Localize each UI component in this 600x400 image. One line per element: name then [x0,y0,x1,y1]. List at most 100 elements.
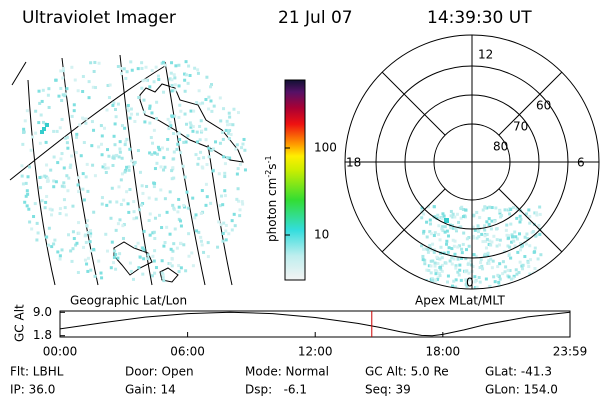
speckle [150,68,154,72]
speckle [528,244,532,248]
speckle [490,266,494,270]
speckle [519,282,523,286]
speckle [150,111,154,115]
speckle [52,155,56,159]
speckle [183,89,187,93]
speckle [437,232,441,236]
speckle [479,258,483,262]
speckle [235,197,239,201]
speckle [487,222,491,226]
speckle [179,224,183,228]
speckle [515,207,519,211]
speckle [199,150,203,154]
speckle [467,244,471,248]
speckle [528,272,532,276]
speckle [152,185,156,189]
speckle [67,233,71,237]
speckle [151,141,155,145]
speckle [126,106,130,110]
speckle [224,229,228,233]
speckle [149,136,153,140]
speckle [498,262,502,266]
speckle [195,130,199,134]
speckle [124,140,128,144]
speckle [58,126,62,130]
speckle [230,219,234,223]
speckle [537,224,541,228]
speckle [525,232,529,236]
speckle [90,120,94,124]
speckle [132,210,136,214]
speckle [138,170,142,174]
speckle [231,123,235,127]
speckle [127,165,131,169]
speckle [168,190,172,194]
speckle [91,85,95,89]
speckle [157,213,161,217]
speckle [432,250,436,254]
speckle [460,247,464,251]
speckle [491,259,495,263]
speckle [150,152,154,156]
speckle [169,247,173,251]
speckle [240,200,244,204]
speckle [38,101,42,105]
speckle [82,198,86,202]
speckle [153,151,157,155]
title: Ultraviolet Imager [22,8,176,28]
speckle [438,238,442,242]
info-field: IP: 36.0 [10,383,55,397]
speckle [110,240,114,244]
speckle [142,110,146,114]
speckle [72,103,76,107]
speckle [116,256,120,260]
speckle [129,60,133,64]
speckle [442,214,446,218]
speckle [170,169,174,173]
speckle [232,212,236,216]
speckle [535,283,539,287]
speckle [60,248,64,252]
speckle [211,147,215,151]
speckle [153,216,157,220]
speckle [161,275,165,279]
speckle [440,290,443,293]
speckle [487,259,491,263]
speckle [513,244,517,248]
speckle [192,109,196,113]
speckle [462,231,466,235]
speckle [144,65,148,69]
speckle [511,290,514,293]
speckle [114,228,118,232]
speckle [145,78,149,82]
speckle [223,162,227,166]
speckle [538,212,542,216]
speckle [79,154,83,158]
speckle [120,172,124,176]
x-tick-label: 06:00 [170,345,205,359]
speckle [433,261,437,265]
speckle [123,170,127,174]
speckle [519,287,523,289]
speckle [186,206,190,210]
speckle [458,268,462,272]
speckle [99,142,103,146]
speckle [64,136,68,140]
speckle [129,112,133,116]
speckle [155,100,159,104]
speckle [456,257,460,261]
speckle [198,138,202,142]
speckle [74,151,78,155]
speckle [533,267,537,271]
speckle [236,167,240,171]
speckle [124,168,128,172]
speckle [199,211,203,215]
speckle [88,240,92,244]
speckle [504,228,508,232]
speckle [160,146,164,150]
speckle [24,194,28,198]
speckle [528,284,532,288]
speckle [209,201,213,205]
speckle [46,176,50,180]
mlt-label: 12 [478,48,493,62]
